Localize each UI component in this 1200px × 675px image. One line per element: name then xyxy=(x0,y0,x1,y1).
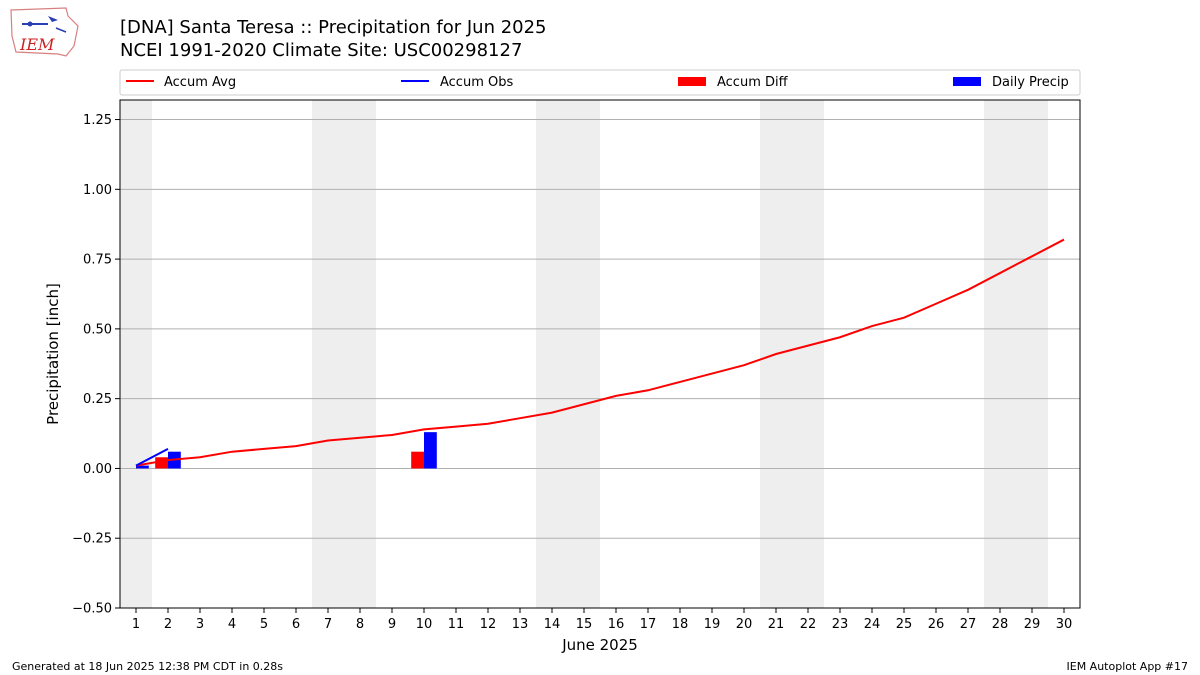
chart-title: [DNA] Santa Teresa :: Precipitation for … xyxy=(120,17,547,38)
iem-logo: IEM xyxy=(10,7,79,57)
x-tick-label: 30 xyxy=(1056,617,1073,632)
weekend-shade-day-1 xyxy=(120,100,152,608)
x-tick-label: 4 xyxy=(228,617,236,632)
legend-label-daily-precip: Daily Precip xyxy=(992,75,1069,90)
weekend-shade-day-14 xyxy=(536,100,568,608)
app-label: IEM Autoplot App #17 xyxy=(1066,660,1189,673)
weekend-shade-day-8 xyxy=(344,100,376,608)
grid-lines xyxy=(120,119,1080,609)
x-tick-label: 22 xyxy=(800,617,817,632)
x-tick-label: 14 xyxy=(544,617,561,632)
legend-swatch-accum-diff xyxy=(678,77,706,86)
y-tick-label: −0.50 xyxy=(72,602,112,617)
y-tick-label: 1.25 xyxy=(83,113,112,128)
line-series xyxy=(135,238,1065,467)
y-axis-label: Precipitation [inch] xyxy=(44,283,62,425)
x-axis-ticks: 1 2 3 4 5 6 7 8 9 10 11 12 13 14 15 16 17 18 19 20 21 22 23 24 2… xyxy=(132,608,1072,632)
x-tick-label: 21 xyxy=(768,617,785,632)
x-tick-label: 2 xyxy=(164,617,172,632)
x-axis-label: June 2025 xyxy=(561,636,638,654)
y-tick-label: 1.00 xyxy=(83,183,112,198)
x-tick-label: 6 xyxy=(292,617,300,632)
weekend-shade-day-29 xyxy=(1016,100,1048,608)
y-tick-label: 0.25 xyxy=(83,392,112,407)
x-tick-label: 26 xyxy=(928,617,945,632)
y-tick-label: 0.00 xyxy=(83,462,112,477)
weekend-shade-day-15 xyxy=(568,100,600,608)
legend-label-accum-obs: Accum Obs xyxy=(440,75,513,90)
x-tick-label: 10 xyxy=(416,617,433,632)
y-tick-label: 0.50 xyxy=(83,322,112,337)
y-tick-label: −0.25 xyxy=(72,532,112,547)
x-tick-label: 8 xyxy=(356,617,364,632)
weekend-shade-day-7 xyxy=(312,100,344,608)
legend-label-accum-diff: Accum Diff xyxy=(717,75,789,90)
bar-accum-diff-day-2 xyxy=(155,457,168,469)
generated-timestamp: Generated at 18 Jun 2025 12:38 PM CDT in… xyxy=(12,660,284,673)
x-tick-label: 15 xyxy=(576,617,593,632)
x-tick-label: 24 xyxy=(864,617,881,632)
bar-accum-diff-day-10 xyxy=(411,451,424,469)
x-tick-label: 13 xyxy=(512,617,529,632)
legend-label-accum-avg: Accum Avg xyxy=(164,75,236,90)
y-tick-label: 0.75 xyxy=(83,253,112,268)
x-tick-label: 7 xyxy=(324,617,332,632)
legend-box xyxy=(119,69,1081,96)
x-tick-label: 20 xyxy=(736,617,753,632)
x-tick-label: 16 xyxy=(608,617,625,632)
y-axis-ticks: −0.50 −0.25 0.00 0.25 0.50 0.75 1.00 1.25 xyxy=(72,113,120,617)
x-tick-label: 1 xyxy=(132,617,140,632)
legend: Accum Avg Accum Obs Accum Diff Daily Pre… xyxy=(119,69,1081,96)
bar-daily-precip-day-10 xyxy=(424,432,437,469)
x-tick-label: 12 xyxy=(480,617,497,632)
line-accum-obs xyxy=(135,448,169,467)
x-tick-label: 27 xyxy=(960,617,977,632)
logo-text: IEM xyxy=(19,35,55,54)
x-tick-label: 19 xyxy=(704,617,721,632)
x-tick-label: 3 xyxy=(196,617,204,632)
chart-subtitle: NCEI 1991-2020 Climate Site: USC00298127 xyxy=(120,40,523,61)
x-tick-label: 29 xyxy=(1024,617,1041,632)
bar-series xyxy=(136,432,437,469)
x-tick-label: 17 xyxy=(640,617,657,632)
weekend-shade-day-28 xyxy=(984,100,1016,608)
x-tick-label: 18 xyxy=(672,617,689,632)
x-tick-label: 23 xyxy=(832,617,849,632)
plot-frame xyxy=(119,99,1081,609)
weekend-shading xyxy=(120,100,1048,608)
weekend-shade-day-22 xyxy=(792,100,824,608)
x-tick-label: 28 xyxy=(992,617,1009,632)
line-accum-avg xyxy=(135,238,1065,467)
x-tick-label: 25 xyxy=(896,617,913,632)
legend-swatch-daily-precip xyxy=(953,77,981,86)
bar-daily-precip-day-1 xyxy=(136,465,149,469)
x-tick-label: 5 xyxy=(260,617,268,632)
x-tick-label: 11 xyxy=(448,617,465,632)
x-tick-label: 9 xyxy=(388,617,396,632)
